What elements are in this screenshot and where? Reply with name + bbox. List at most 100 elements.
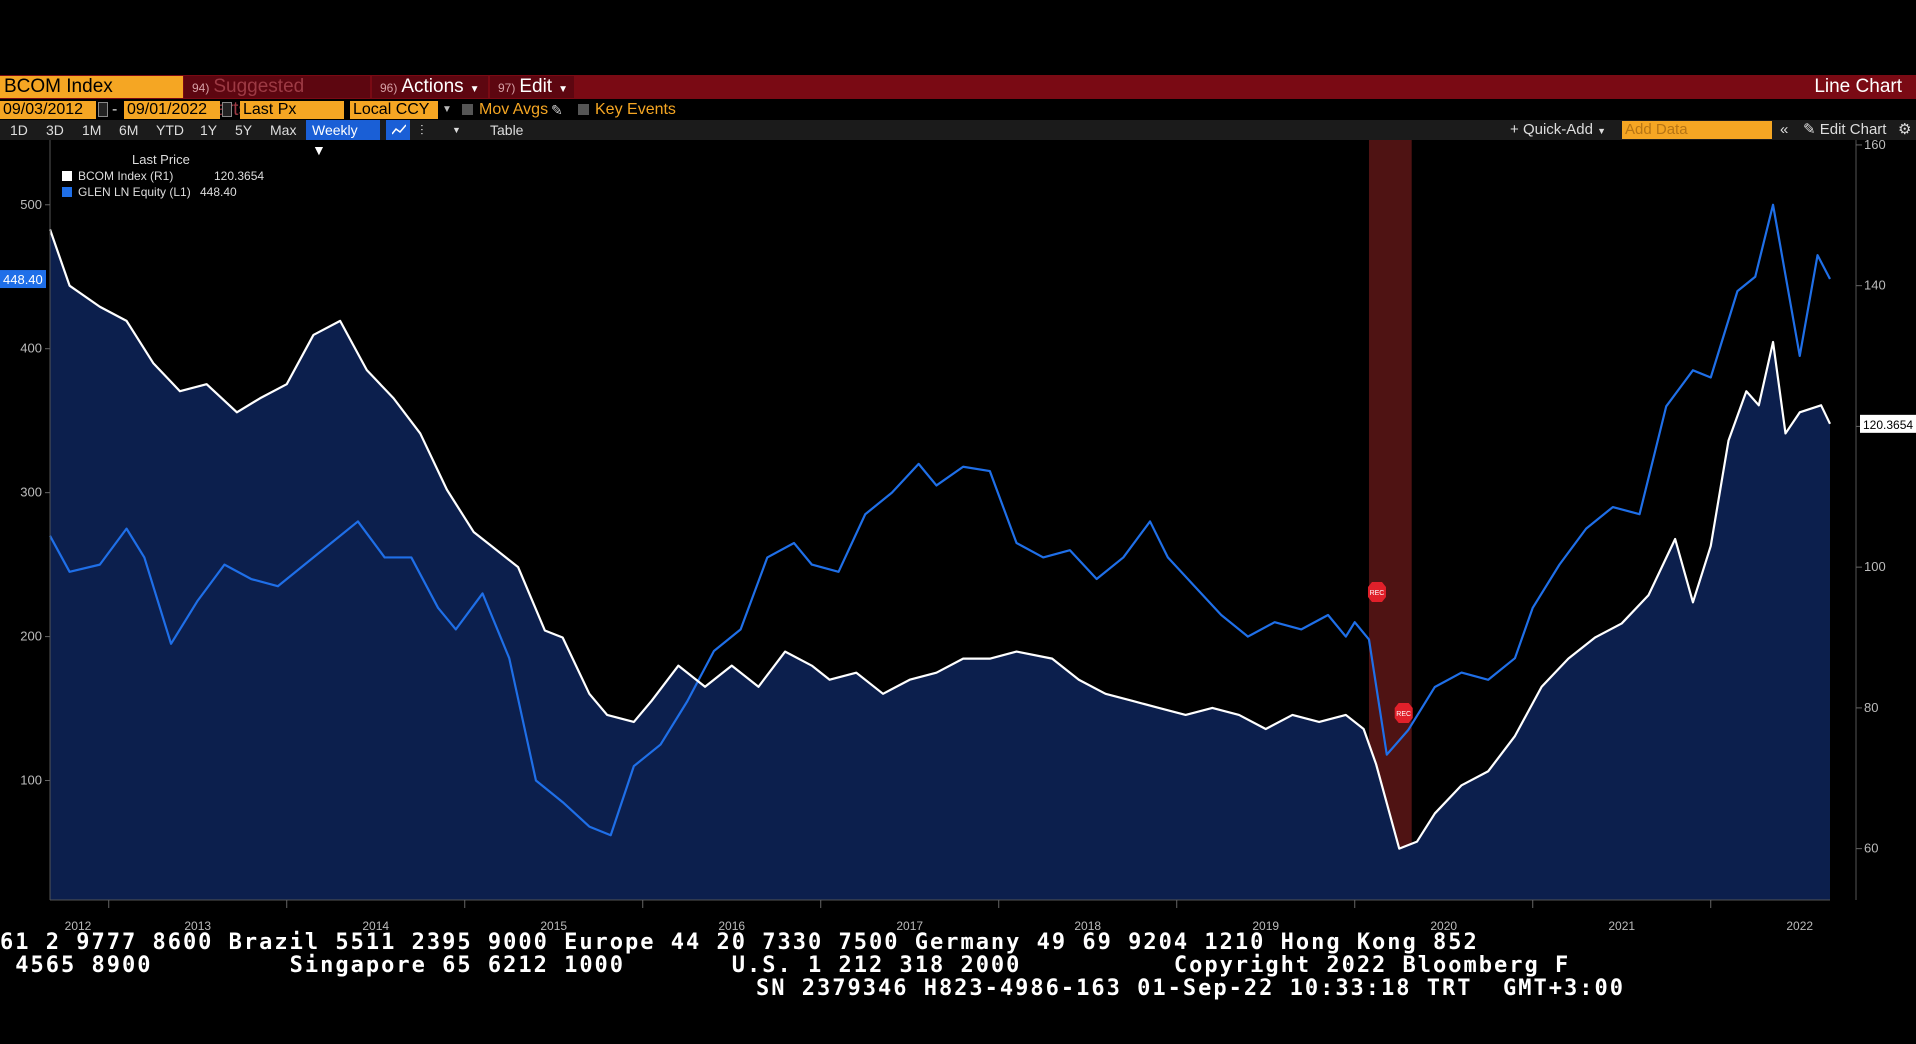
range-button[interactable]: 1D <box>10 122 28 138</box>
footer-contact-line: 4565 8900 Singapore 65 6212 1000 U.S. 1 … <box>0 953 1571 978</box>
recession-marker-shape <box>1394 703 1413 723</box>
recession-marker-shape <box>1367 582 1386 602</box>
frequency-label: Weekly <box>312 122 358 138</box>
area-fill-group <box>50 229 1830 901</box>
mov-avgs-label[interactable]: Mov Avgs <box>479 101 549 118</box>
range-toolbar <box>0 120 1916 140</box>
right-tick-label: 160 <box>1864 140 1886 152</box>
left-tick-label: 300 <box>20 485 42 500</box>
line-chart-icon[interactable] <box>386 120 410 140</box>
edit-chart-button[interactable]: ✎ Edit Chart <box>1803 121 1887 138</box>
recession-marker: REC <box>1394 703 1413 723</box>
recession-marker-label: REC <box>1370 590 1385 597</box>
x-tick-label: 2015 <box>540 919 567 930</box>
bar-chart-icon[interactable]: ⫶ <box>420 122 424 138</box>
date-separator: - <box>112 101 118 118</box>
actions-menu[interactable]: 96) Actions ▼ <box>372 76 488 98</box>
legend: Last Price BCOM Index (R1) 120.3654 GLEN LN… <box>56 144 274 204</box>
left-tick-label: 500 <box>20 197 42 212</box>
chevron-down-icon[interactable]: ▼ <box>452 125 461 135</box>
suggested-charts-menu[interactable]: 94)Suggested Charts <box>184 76 370 120</box>
currency-select[interactable]: Local CCY <box>350 101 438 119</box>
table-button[interactable]: Table <box>490 122 524 138</box>
glen-last-value-label: 448.40 <box>3 272 43 287</box>
recession-marker: REC <box>1367 582 1386 602</box>
bcom-last-value-label: 120.3654 <box>1863 418 1913 432</box>
x-tick-label: 2018 <box>1074 919 1101 930</box>
mov-avgs-checkbox[interactable] <box>462 104 473 115</box>
gear-icon[interactable]: ⚙ <box>1898 121 1912 138</box>
actions-label: Actions <box>401 76 464 97</box>
footer-session-line: SN 2379346 H823-4986-163 01-Sep-22 10:33… <box>756 976 1625 1001</box>
legend-background <box>56 144 274 204</box>
menu-number: 97) <box>498 81 516 95</box>
legend-series-value: 448.40 <box>200 185 237 199</box>
right-tick-label: 100 <box>1864 559 1886 574</box>
footer-contact-line: 61 2 9777 8600 Brazil 5511 2395 9000 Eur… <box>0 930 1479 955</box>
bcom-series-group <box>48 229 1831 850</box>
collapse-icon[interactable]: « <box>1780 121 1789 138</box>
chevron-down-icon: ▼ <box>469 84 480 95</box>
quick-add-label: Quick-Add <box>1522 121 1593 138</box>
x-tick-label: 2021 <box>1608 919 1635 930</box>
edit-menu[interactable]: 97) Edit ▼ <box>490 76 574 98</box>
glen-series-group <box>49 203 1831 837</box>
axes-group: 2012 2013 2014 2015 2016 2017 2018 2019 2020 2021… <box>0 140 1916 930</box>
edit-label: Edit <box>519 76 553 97</box>
recession-marker-label: REC <box>1396 711 1411 718</box>
key-events-label[interactable]: Key Events <box>595 101 676 118</box>
bcom-area-fill <box>50 229 1830 901</box>
x-tick-label: 2012 <box>65 919 92 930</box>
range-button[interactable]: 3D <box>46 122 64 138</box>
recession-markers: REC REC <box>1367 582 1413 723</box>
chevron-down-icon[interactable]: ▼ <box>442 104 452 115</box>
edit-chart-label: Edit Chart <box>1819 121 1887 138</box>
x-tick-label: 2016 <box>718 919 745 930</box>
menu-number: 96) <box>380 81 398 95</box>
right-tick-label: 80 <box>1864 700 1878 715</box>
legend-series-value: 120.3654 <box>214 169 264 183</box>
chevron-down-icon: ▼ <box>1597 126 1607 136</box>
legend-swatch <box>62 187 72 197</box>
start-date-input[interactable]: 09/03/2012 <box>0 101 96 119</box>
calendar-icon[interactable] <box>222 102 232 117</box>
left-tick-label: 100 <box>20 773 42 788</box>
frequency-select[interactable]: Weekly ▼ <box>306 120 380 158</box>
glen-series-line <box>49 203 1831 837</box>
legend-swatch <box>62 171 72 181</box>
x-tick-label: 2022 <box>1786 919 1813 930</box>
range-button[interactable]: Max <box>270 122 297 138</box>
security-ticker-field[interactable]: BCOM Index <box>0 76 183 98</box>
chevron-down-icon: ▼ <box>558 84 568 95</box>
x-tick-label: 2020 <box>1430 919 1457 930</box>
bcom-last-value-tag <box>1860 414 1916 433</box>
add-data-input[interactable]: Add Data <box>1622 121 1772 139</box>
quick-add-button[interactable]: + Quick-Add ▼ <box>1510 121 1607 138</box>
right-tick-label: 140 <box>1864 278 1886 293</box>
range-button[interactable]: 1Y <box>200 122 218 138</box>
legend-title: Last Price <box>132 152 190 167</box>
end-date-input[interactable]: 09/01/2022 <box>124 101 220 119</box>
legend-series-name: BCOM Index (R1) <box>78 169 173 183</box>
range-button[interactable]: 6M <box>119 122 139 138</box>
chevron-down-icon: ▼ <box>312 142 326 158</box>
x-tick-label: 2019 <box>1252 919 1279 930</box>
left-tick-label: 400 <box>20 341 42 356</box>
glen-last-value-tag <box>0 270 46 289</box>
key-events-checkbox[interactable] <box>578 104 589 115</box>
right-tick-label: 60 <box>1864 841 1878 856</box>
x-tick-label: 2017 <box>896 919 923 930</box>
pencil-icon[interactable]: ✎ <box>551 102 563 118</box>
range-button[interactable]: 1M <box>82 122 102 138</box>
range-button[interactable]: YTD <box>156 122 184 138</box>
x-tick-label: 2013 <box>184 919 211 930</box>
chart-type-label: Line Chart <box>1814 76 1902 97</box>
field-select[interactable]: Last Px <box>240 101 344 119</box>
legend-series-name: GLEN LN Equity (L1) <box>78 185 191 199</box>
calendar-icon[interactable] <box>98 102 108 117</box>
menu-number: 94) <box>192 81 210 95</box>
bcom-series-line <box>48 229 1831 850</box>
x-tick-label: 2014 <box>362 919 389 930</box>
range-button[interactable]: 5Y <box>235 122 253 138</box>
